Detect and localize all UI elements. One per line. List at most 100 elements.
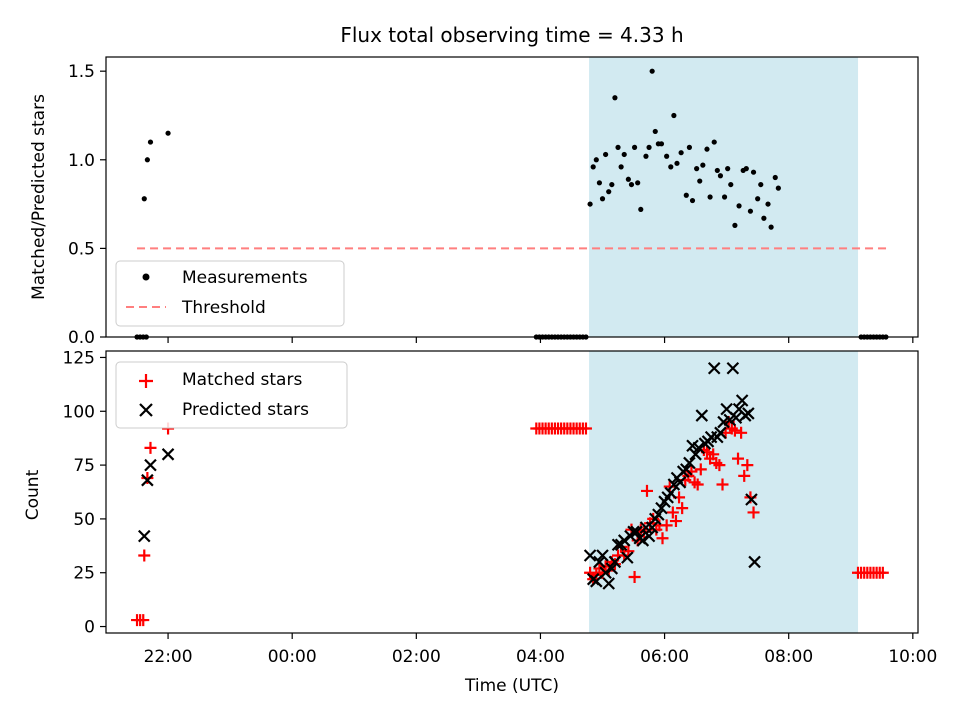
predicted-star-point [141, 473, 154, 487]
matched-star-point [876, 566, 889, 579]
predicted-star-point [608, 555, 622, 569]
predicted-star-point [735, 394, 749, 407]
x-axis-label: Time (UTC) [464, 676, 559, 696]
measurement-point [686, 144, 692, 150]
measurement-point [625, 176, 631, 182]
matched-star-point [669, 515, 682, 528]
legend-matched-marker [139, 374, 153, 388]
measurement-point [750, 169, 757, 175]
predicted-star-point [605, 562, 619, 575]
top-legend: Measurements Threshold [115, 260, 345, 327]
measurement-point [678, 150, 684, 156]
measurement-point [618, 164, 624, 170]
matched-star-point [741, 459, 754, 472]
top-y-ticks: 0.0 0.5 1.0 1.5 [68, 62, 106, 348]
matched-star-point [738, 469, 751, 482]
y-tick-label: 1.0 [68, 151, 95, 171]
legend-predicted-marker [139, 403, 153, 417]
predicted-star-point [714, 426, 727, 440]
predicted-star-point [683, 456, 696, 470]
figure-title: Flux total observing time = 4.33 h [340, 23, 683, 47]
matched-star-point [716, 478, 729, 491]
predicted-star-point [692, 441, 705, 455]
measurement-point [736, 203, 742, 209]
measurement-point [743, 166, 749, 172]
bottom-shaded-region [589, 351, 859, 633]
measurement-point [761, 215, 767, 221]
measurement-point [768, 224, 774, 230]
measurement-point [671, 112, 677, 119]
predicted-star-point [689, 448, 702, 461]
y-tick-label: 0.0 [68, 328, 95, 348]
matched-star-point [691, 478, 704, 491]
y-tick-label: 125 [63, 348, 95, 368]
x-tick-label: 10:00 [888, 647, 937, 667]
predicted-star-point [593, 555, 606, 569]
predicted-star-point [636, 534, 650, 547]
measurement-point [668, 164, 674, 170]
measurement-point [649, 68, 655, 74]
measurement-point [593, 157, 599, 163]
predicted-star-point [652, 508, 665, 521]
measurement-point [141, 196, 147, 202]
top-panel: 0.0 0.5 1.0 1.5 Matched/Predicted stars Mea… [29, 56, 919, 348]
predicted-star-point [680, 463, 693, 476]
bottom-legend-box [115, 361, 348, 429]
matched-star-point [144, 441, 157, 454]
measurement-point [603, 151, 609, 158]
measurement-point [612, 95, 618, 101]
y-tick-label: 0.5 [68, 239, 95, 259]
matched-star-point [660, 519, 673, 532]
matched-star-point [747, 506, 760, 519]
matched-star-point [656, 532, 669, 545]
measurement-point [747, 208, 754, 214]
measurement-point [728, 181, 734, 188]
predicted-star-point [726, 361, 740, 375]
x-tick-label: 06:00 [640, 647, 689, 667]
predicted-star-point [621, 551, 634, 564]
bottom-marks [131, 361, 889, 627]
measurement-point [772, 174, 778, 181]
predicted-star-point [745, 493, 758, 506]
measurement-point [658, 141, 665, 147]
predicted-star-point [602, 577, 615, 590]
measurement-point [700, 162, 706, 168]
bottom-x-ticks: 22:00 00:00 02:00 04:00 06:00 08:00 10:00 [144, 633, 937, 667]
measurement-point [638, 206, 644, 213]
matched-star-point [138, 549, 151, 562]
matched-star-point [676, 502, 689, 515]
measurement-point [628, 181, 635, 188]
matched-star-point [732, 452, 745, 465]
predicted-star-point [707, 361, 721, 375]
measurement-point [590, 164, 596, 170]
matched-star-point [713, 459, 726, 472]
bottom-legend: Matched stars Predicted stars [115, 361, 348, 429]
measurement-point [643, 153, 649, 159]
legend-measurement-marker [142, 273, 150, 281]
x-tick-label: 00:00 [268, 647, 317, 667]
predicted-star-point [611, 538, 625, 552]
measurement-point [652, 128, 658, 135]
measurement-point [689, 197, 696, 204]
bottom-y-axis-label: Count [23, 469, 43, 520]
measurement-point [635, 180, 641, 186]
predicted-star-point [673, 476, 687, 489]
predicted-star-point [144, 458, 157, 472]
matched-star-point [735, 426, 748, 439]
measurement-point [147, 139, 154, 145]
measurement-point [697, 178, 703, 184]
y-tick-label: 100 [63, 402, 95, 422]
measurement-point [674, 160, 680, 166]
bottom-panel: 0 25 50 75 100 125 22:00 00:00 02:00 04:00 06:00 0… [23, 337, 937, 696]
measurement-point [606, 189, 612, 195]
y-tick-label: 50 [73, 510, 95, 530]
measurement-point [765, 201, 771, 207]
measurement-point [631, 144, 638, 150]
predicted-star-point [655, 501, 668, 515]
measurement-point [694, 166, 700, 172]
y-tick-label: 1.5 [68, 62, 95, 82]
predicted-star-point [583, 549, 597, 562]
measurement-point [596, 180, 603, 186]
matched-star-point [640, 484, 653, 497]
matched-star-point [579, 422, 592, 435]
